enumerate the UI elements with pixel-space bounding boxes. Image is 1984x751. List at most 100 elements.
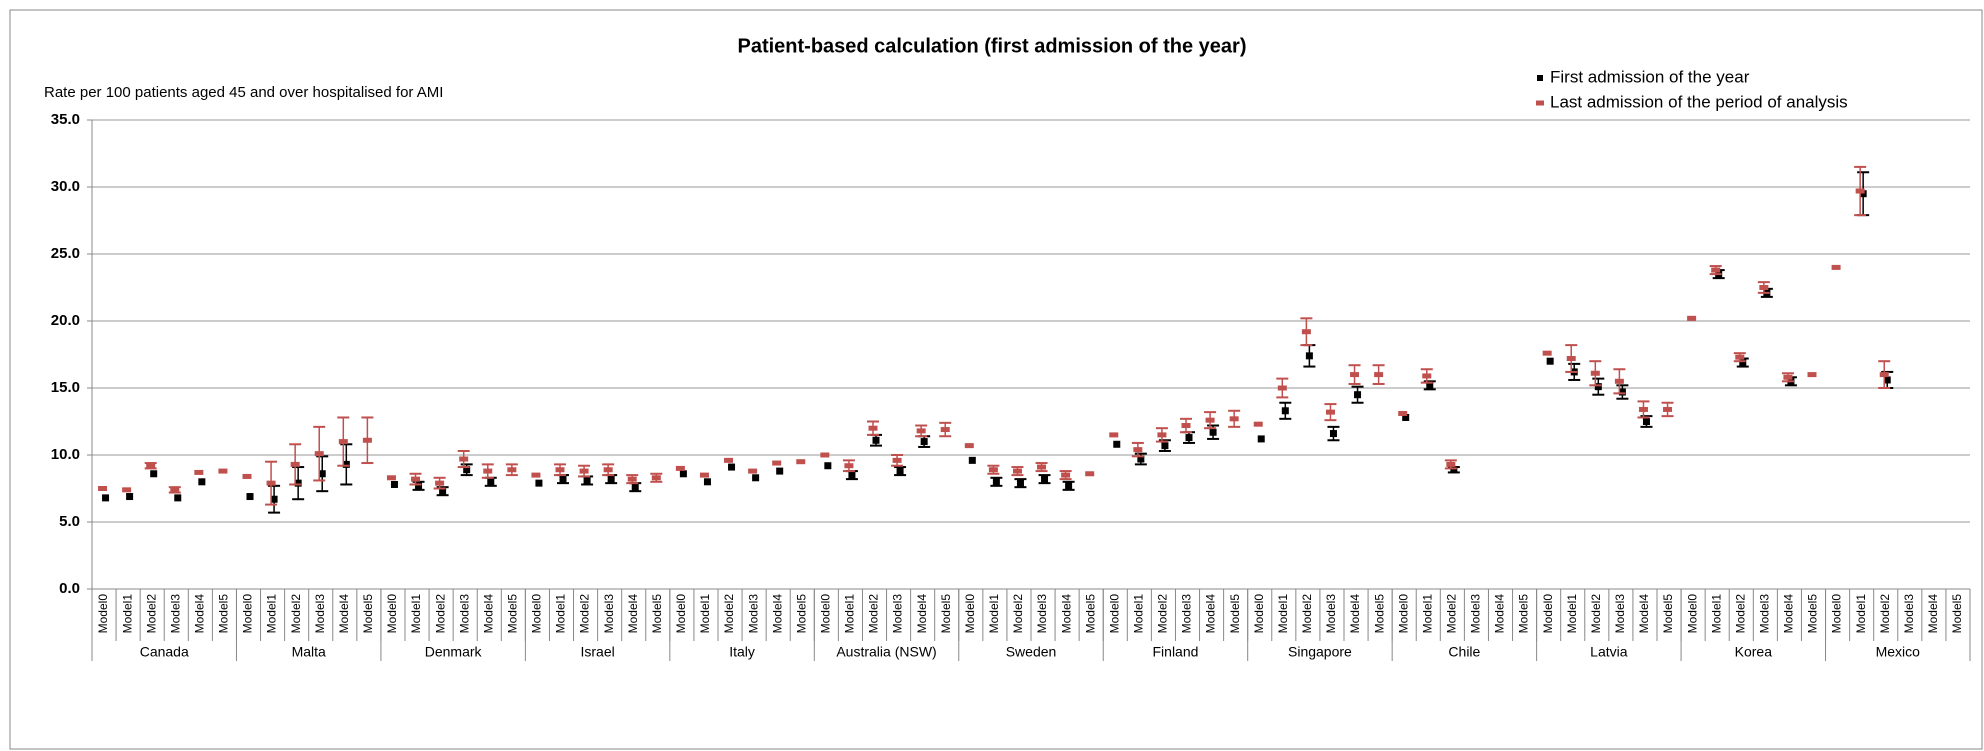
x-tick-label: Model4 — [1348, 594, 1362, 634]
point — [824, 462, 832, 470]
x-tick-label: Model4 — [915, 594, 929, 634]
point — [1109, 432, 1119, 438]
point — [820, 452, 830, 458]
group-label: Italy — [729, 644, 755, 660]
y-tick-label: 10.0 — [51, 446, 80, 463]
group-label: Australia (NSW) — [836, 644, 936, 660]
x-tick-label: Model2 — [289, 594, 303, 634]
legend-label: First admission of the year — [1550, 67, 1750, 86]
group-label: Israel — [580, 644, 614, 660]
point — [463, 466, 471, 474]
x-tick-label: Model0 — [963, 594, 977, 634]
x-tick-label: Model3 — [1035, 594, 1049, 634]
point — [98, 486, 108, 491]
point — [1161, 442, 1169, 450]
chart-frame — [9, 9, 1983, 750]
x-tick-label: Model3 — [891, 594, 905, 634]
point — [1422, 373, 1432, 379]
point — [362, 437, 372, 443]
point — [242, 473, 252, 479]
point — [1542, 350, 1552, 356]
x-tick-label: Model5 — [1661, 594, 1675, 634]
x-tick-label: Model2 — [578, 594, 592, 634]
group-label: Sweden — [1006, 644, 1057, 660]
point — [603, 467, 613, 473]
point — [1354, 391, 1362, 399]
x-tick-label: Model0 — [1107, 594, 1121, 634]
point — [1374, 372, 1384, 378]
point — [1546, 357, 1554, 365]
point — [126, 493, 134, 501]
point — [1618, 388, 1626, 396]
x-tick-label: Model4 — [1493, 594, 1507, 634]
x-tick-label: Model5 — [361, 594, 375, 634]
x-tick-label: Model3 — [1613, 594, 1627, 634]
x-tick-label: Model3 — [168, 594, 182, 634]
point — [1301, 329, 1311, 335]
point — [555, 467, 565, 473]
x-tick-label: Model4 — [626, 594, 640, 634]
x-tick-label: Model2 — [1589, 594, 1603, 634]
point — [848, 471, 856, 479]
x-tick-label: Model2 — [1156, 594, 1170, 634]
point — [218, 468, 228, 474]
x-tick-label: Model5 — [1950, 594, 1964, 634]
y-tick-label: 15.0 — [51, 379, 80, 396]
x-tick-label: Model5 — [1083, 594, 1097, 634]
x-tick-label: Model1 — [1132, 594, 1146, 634]
x-tick-label: Model4 — [1637, 594, 1651, 634]
point — [1642, 418, 1650, 425]
point — [1663, 406, 1673, 412]
x-tick-label: Model0 — [1252, 594, 1266, 634]
x-tick-label: Model2 — [144, 594, 158, 634]
point — [703, 478, 711, 486]
point — [1209, 428, 1217, 436]
x-tick-label: Model2 — [1733, 594, 1747, 634]
y-tick-label: 35.0 — [51, 111, 80, 128]
point — [411, 476, 421, 482]
point — [483, 468, 493, 474]
x-tick-label: Model3 — [746, 594, 760, 634]
x-tick-label: Model5 — [1517, 594, 1531, 634]
point — [1855, 188, 1865, 194]
x-tick-label: Model5 — [650, 594, 664, 634]
point — [1831, 264, 1841, 270]
point — [198, 478, 206, 486]
legend-label: Last admission of the period of analysis — [1550, 92, 1848, 111]
point — [752, 474, 760, 482]
point — [146, 463, 156, 469]
point — [1229, 416, 1239, 422]
point — [246, 493, 254, 501]
x-tick-label: Model3 — [1469, 594, 1483, 634]
x-tick-label: Model5 — [1806, 594, 1820, 634]
point — [318, 470, 326, 478]
point — [1450, 466, 1458, 474]
point — [1735, 354, 1745, 360]
y-tick-label: 20.0 — [51, 312, 80, 329]
point — [1277, 385, 1287, 391]
point — [992, 478, 1000, 486]
x-tick-label: Model1 — [698, 594, 712, 634]
point — [1157, 432, 1167, 438]
x-tick-label: Model0 — [819, 594, 833, 634]
x-tick-label: Model0 — [96, 594, 110, 634]
x-tick-label: Model3 — [1324, 594, 1338, 634]
point — [1807, 372, 1817, 378]
x-tick-label: Model3 — [457, 594, 471, 634]
point — [1181, 423, 1191, 429]
x-tick-label: Model2 — [1300, 594, 1314, 634]
point — [1325, 409, 1335, 415]
point — [920, 438, 928, 446]
point — [872, 436, 880, 444]
group-label: Latvia — [1590, 644, 1628, 660]
x-tick-label: Model1 — [1854, 594, 1868, 634]
point — [1257, 435, 1265, 443]
x-tick-label: Model0 — [1541, 594, 1555, 634]
point — [170, 487, 180, 493]
point — [459, 456, 469, 462]
point — [724, 457, 734, 463]
x-tick-label: Model5 — [794, 594, 808, 634]
point — [1566, 356, 1576, 362]
point — [940, 427, 950, 433]
